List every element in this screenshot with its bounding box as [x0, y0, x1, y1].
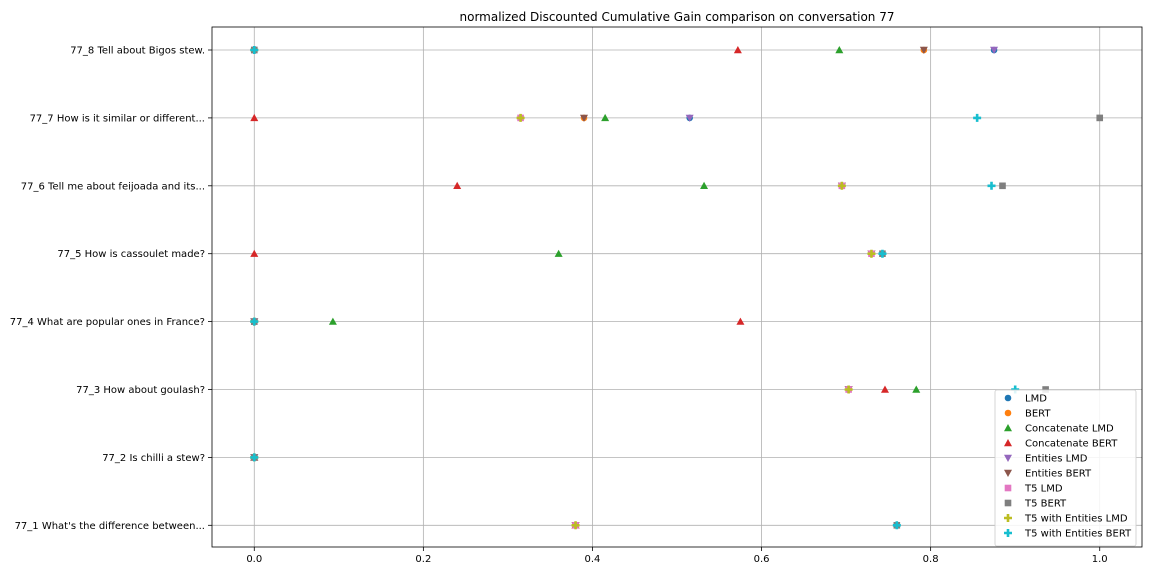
y-tick-label: 77_1 What's the difference between... [15, 521, 205, 532]
point-t5-with-entities-bert [250, 46, 259, 54]
legend-label: T5 BERT [1024, 499, 1067, 510]
point-t5-with-entities-lmd [867, 249, 876, 258]
y-tick-label: 77_4 What are popular ones in France? [10, 317, 205, 328]
point-concatenate-bert [453, 181, 462, 189]
point-concatenate-lmd [835, 46, 844, 54]
point-t5-with-entities-lmd [837, 181, 846, 190]
legend-marker-lmd [1004, 394, 1012, 402]
point-concatenate-lmd [912, 385, 921, 393]
point-entities-bert [919, 46, 928, 54]
legend-marker-entities-lmd [1004, 454, 1012, 462]
y-tick-label: 77_2 Is chilli a stew? [102, 453, 205, 464]
point-concatenate-bert [250, 249, 259, 257]
point-entities-bert [580, 114, 588, 122]
point-concatenate-bert [880, 385, 889, 393]
legend-marker-concatenate-bert [1004, 439, 1012, 447]
point-t5-with-entities-bert [250, 317, 259, 326]
point-t5-with-entities-bert [987, 181, 996, 190]
point-t5-with-entities-bert [892, 521, 901, 530]
legend-marker-entities-bert [1004, 469, 1012, 477]
point-t5-with-entities-lmd [571, 521, 580, 530]
x-tick-label: 0.0 [246, 554, 262, 565]
point-t5-with-entities-bert [1011, 385, 1020, 394]
point-t5-bert [999, 182, 1006, 190]
x-tick-label: 0.8 [923, 554, 939, 565]
legend-label: BERT [1025, 409, 1051, 420]
legend-label: Concatenate BERT [1025, 439, 1118, 450]
y-tick-label: 77_6 Tell me about feijoada and its... [21, 181, 205, 192]
legend-label: T5 with Entities LMD [1024, 514, 1128, 525]
y-axis: 77_1 What's the difference between... 77_… [10, 46, 212, 532]
point-concatenate-bert [736, 317, 745, 325]
point-t5-with-entities-bert [973, 113, 982, 122]
x-tick-label: 0.2 [415, 554, 431, 565]
y-tick-label: 77_3 How about goulash? [76, 385, 205, 396]
legend-marker-t5-lmd [1004, 484, 1012, 492]
legend-marker-concatenate-lmd [1004, 424, 1012, 432]
legend-label: T5 with Entities BERT [1024, 529, 1132, 540]
legend-label: Concatenate LMD [1025, 424, 1114, 435]
x-axis: 0.0 0.2 0.4 0.6 0.8 1.0 [246, 547, 1108, 565]
x-tick-label: 1.0 [1092, 554, 1108, 565]
plot-frame [211, 26, 1143, 548]
point-concatenate-lmd [328, 317, 337, 325]
point-t5-with-entities-lmd [516, 113, 525, 122]
legend-marker-bert [1004, 409, 1012, 417]
y-tick-label: 77_8 Tell about Bigos stew. [70, 46, 205, 57]
point-t5-with-entities-bert [878, 249, 887, 258]
point-t5-bert [1042, 386, 1049, 393]
point-concatenate-lmd [700, 181, 709, 189]
point-concatenate-bert [250, 113, 259, 122]
legend-marker-t5-with-entities-lmd [1004, 514, 1012, 522]
point-concatenate-lmd [554, 249, 563, 257]
grid [212, 27, 1142, 547]
legend: LMD BERT Concatenate LMD Concatenate BERT En… [994, 389, 1137, 547]
legend-box [994, 389, 1137, 547]
y-tick-label: 77_7 How is it similar or different... [30, 113, 205, 124]
point-concatenate-bert [733, 46, 742, 54]
x-tick-label: 0.6 [754, 554, 770, 565]
x-tick-label: 0.4 [585, 554, 601, 565]
legend-label: Entities LMD [1025, 454, 1088, 465]
legend-marker-t5-with-entities-bert [1004, 529, 1012, 537]
point-t5-bert [1096, 114, 1104, 122]
point-t5-with-entities-bert [250, 453, 259, 462]
point-t5-with-entities-lmd [844, 385, 853, 394]
point-entities-lmd [990, 46, 999, 54]
legend-marker-t5-bert [1004, 499, 1012, 507]
legend-label: T5 LMD [1024, 484, 1063, 495]
chart-title: normalized Discounted Cumulative Gain co… [460, 10, 895, 24]
data-points [250, 46, 1104, 530]
legend-label: LMD [1025, 394, 1047, 405]
legend-label: Entities BERT [1025, 469, 1092, 480]
y-tick-label: 77_5 How is cassoulet made? [57, 249, 205, 260]
point-entities-lmd [685, 114, 694, 122]
point-concatenate-lmd [601, 113, 610, 122]
